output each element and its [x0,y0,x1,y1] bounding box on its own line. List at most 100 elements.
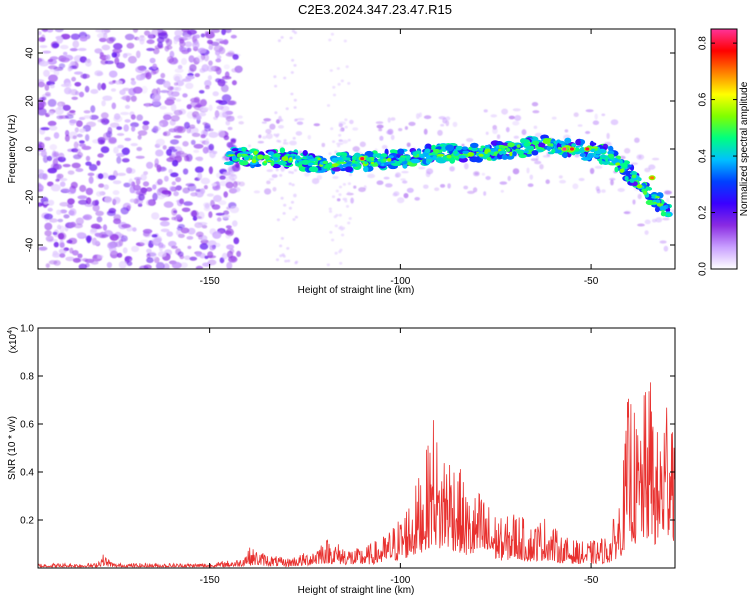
noise-spot [278,125,284,129]
noise-spot [151,93,161,102]
noise-spot [72,257,81,263]
noise-spot [222,171,231,176]
noise-spot [572,183,579,190]
ridge-spot [339,164,344,169]
noise-spot [210,199,215,207]
noise-spot [277,39,281,43]
noise-spot [85,134,90,142]
noise-spot [334,224,338,228]
noise-spot [96,254,104,259]
noise-spot [529,174,534,180]
ridge-spot [471,147,477,152]
noise-spot [184,255,191,260]
noise-spot [215,66,222,75]
noise-spot [200,98,207,107]
ridge-spot [498,148,502,152]
noise-spot [136,114,143,121]
ridge-spot [478,153,484,157]
figure-title: C2E3.2024.347.23.47.R15 [298,2,452,17]
noise-spot [227,126,233,131]
ridge-spot [461,146,468,150]
ridge-spot [646,187,653,191]
noise-spot [72,40,80,48]
noise-spot [145,72,152,80]
noise-spot [112,180,122,185]
noise-spot [101,234,109,238]
noise-spot [113,218,122,225]
noise-spot [163,263,170,269]
y-tick-label: 20 [25,95,36,107]
noise-spot [64,87,72,95]
noise-spot [128,178,133,186]
noise-spot [280,118,284,122]
noise-spot [66,189,76,195]
noise-spot [39,60,49,67]
noise-spot [163,201,174,208]
noise-spot [284,259,288,263]
noise-spot [75,148,81,154]
noise-spot [43,69,50,77]
noise-spot [268,178,274,181]
noise-spot [332,93,337,97]
noise-spot [387,117,391,123]
noise-spot [592,120,600,125]
noise-spot [116,62,126,69]
noise-spot [272,187,277,192]
noise-spot [279,244,283,248]
noise-spot [66,239,73,244]
noise-spot [38,246,48,251]
ridge-spot [263,160,267,164]
noise-spot [423,128,428,135]
noise-spot [263,118,272,122]
noise-spot [123,52,132,56]
ridge-spot [590,142,597,146]
noise-spot [120,207,129,215]
noise-spot [293,64,297,67]
noise-spot [636,154,645,160]
noise-spot [103,184,110,190]
noise-spot [662,217,670,221]
noise-spot [131,245,140,253]
noise-spot [89,114,99,120]
noise-spot [394,173,399,178]
noise-spot [266,169,274,173]
noise-spot [207,251,214,259]
noise-spot [233,237,240,245]
noise-spot [97,153,104,158]
noise-spot [336,142,344,146]
noise-spot [180,227,190,234]
noise-spot [499,181,508,185]
ridge-spot [561,153,568,158]
noise-spot [230,138,237,142]
noise-spot [170,115,180,122]
noise-spot [466,138,474,142]
noise-spot [76,232,86,238]
noise-spot [230,174,236,177]
noise-spot [105,130,113,138]
noise-spot [67,66,72,72]
noise-spot [521,129,527,136]
noise-spot [181,49,190,55]
noise-spot [185,82,194,89]
noise-spot [202,146,209,154]
ridge-spot [485,144,490,148]
noise-spot [136,146,143,152]
noise-spot [160,220,170,227]
noise-spot [352,146,360,152]
ridge-spot [406,155,411,160]
noise-spot [344,199,348,203]
noise-spot [90,260,99,265]
noise-spot [207,39,213,45]
noise-spot [338,193,342,197]
noise-spot [174,75,181,82]
noise-spot [124,33,135,41]
noise-spot [173,191,179,197]
noise-spot [96,216,103,223]
noise-spot [534,160,542,165]
noise-spot [295,260,299,264]
noise-spot [135,74,145,81]
spectrogram-panel: -150 -100 -50 -40 -20 0 20 40 Height of straig… [7,28,676,296]
noise-spot [232,220,238,227]
noise-spot [290,92,294,96]
ridge-spot [281,156,289,162]
